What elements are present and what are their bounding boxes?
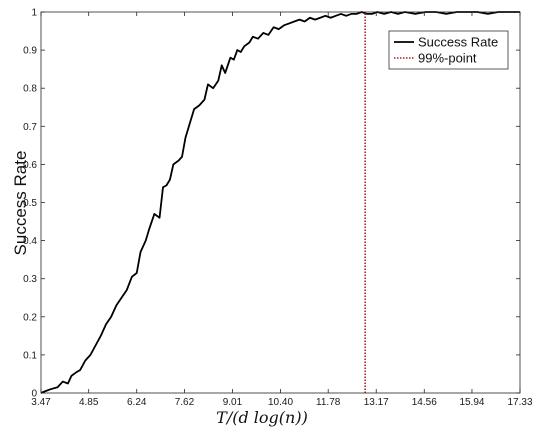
y-tick-label: 0.8 xyxy=(23,84,37,95)
y-tick-label: 0.5 xyxy=(23,198,37,209)
legend: Success Rate 99%-point xyxy=(388,30,509,70)
y-tick-label: 0.1 xyxy=(23,350,37,361)
legend-label-success-rate: Success Rate xyxy=(418,35,498,50)
y-axis-label: Success Rate xyxy=(11,151,30,256)
x-tick-label: 9.01 xyxy=(223,397,243,408)
x-tick-label: 14.56 xyxy=(412,397,437,408)
legend-label-99-point: 99%-point xyxy=(418,51,477,66)
y-tick-label: 0.4 xyxy=(23,236,37,247)
y-tick-label: 0.6 xyxy=(23,160,37,171)
x-tick-label: 15.94 xyxy=(459,397,484,408)
y-tick-label: 0.3 xyxy=(23,274,37,285)
series-line-success-rate xyxy=(40,11,520,394)
x-tick-label: 10.40 xyxy=(268,397,293,408)
x-tick-label: 13.17 xyxy=(364,397,389,408)
x-tick-label: 17.33 xyxy=(507,397,532,408)
x-tick-label: 6.24 xyxy=(127,397,147,408)
y-tick-label: 0.2 xyxy=(23,312,37,323)
x-tick-label: 7.62 xyxy=(175,397,195,408)
x-tick-label: 3.47 xyxy=(31,397,51,408)
y-tick-label: 1 xyxy=(31,8,37,19)
y-tick-label: 0.9 xyxy=(23,46,37,57)
legend-box xyxy=(388,30,509,70)
x-axis-label: T/(d log(n)) xyxy=(216,408,308,427)
axes-layer: 3.47 4.85 6.24 7.62 9.01 10.40 11.78 13.17 14.56… xyxy=(23,8,533,409)
y-tick-label: 0 xyxy=(31,389,37,400)
plot-layer xyxy=(40,11,520,394)
y-tick-label: 0.7 xyxy=(23,122,37,133)
x-tick-label: 4.85 xyxy=(79,397,99,408)
x-tick-label: 11.78 xyxy=(316,397,341,408)
